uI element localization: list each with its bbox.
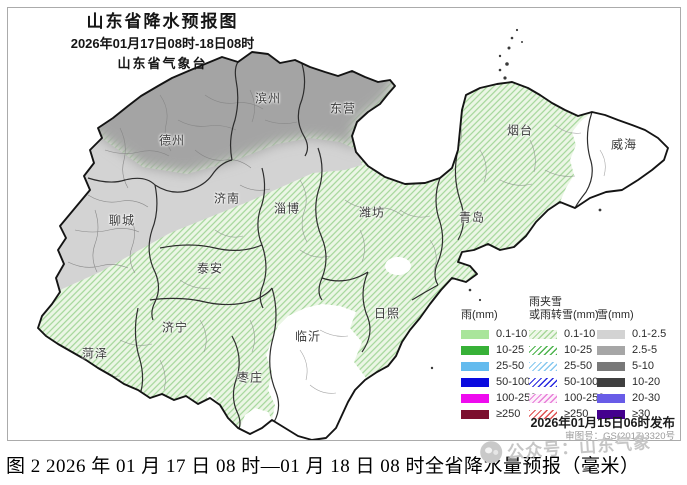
figure-caption: 图 2 2026 年 01 月 17 日 08 时—01 月 18 日 08 时… [6,456,640,477]
city-label: 潍坊 [358,205,386,220]
no-precip-linyi [266,304,366,440]
shandong-map-svg [37,28,669,441]
province-outline [37,51,669,441]
title-block: 山东省降水预报图 2026年01月17日08时-18日08时 山东省气象台 [55,10,270,73]
release-time: 2026年01月15日06时发布 [530,416,675,430]
city-label: 东营 [329,101,357,116]
map-title: 山东省降水预报图 [86,12,239,31]
city-label: 枣庄 [236,370,264,385]
city-label: 聊城 [108,213,136,228]
city-label: 烟台 [506,123,534,138]
release-info: 2026年01月15日06时发布 审图号：GS(2017)3320号 [530,416,675,443]
city-label: 滨州 [254,91,282,106]
snow-light-zone [48,125,362,290]
agency-name: 山东省气象台 [117,56,208,71]
city-label: 威海 [610,137,638,152]
wechat-icon [479,439,503,464]
no-precip-zaozhuang [240,408,272,434]
city-label: 济宁 [161,320,189,335]
city-label: 德州 [158,133,186,148]
city-label: 淄博 [273,201,301,216]
city-borders [87,61,593,431]
city-label: 青岛 [458,210,486,225]
forecast-period: 2026年01月17日08时-18日08时 [70,36,255,51]
map-approval-number: 审图号：GS(2017)3320号 [565,431,675,442]
city-label: 济南 [213,191,241,206]
city-label: 临沂 [294,329,322,344]
city-label: 泰安 [196,261,224,276]
city-label: 菏泽 [81,346,109,361]
precipitation-map: 山东省降水预报图 2026年01月17日08时-18日08时 山东省气象台 德州… [7,7,681,443]
no-precip-qingdao-patch [385,257,411,275]
city-label: 日照 [373,306,401,321]
islands [430,28,602,370]
